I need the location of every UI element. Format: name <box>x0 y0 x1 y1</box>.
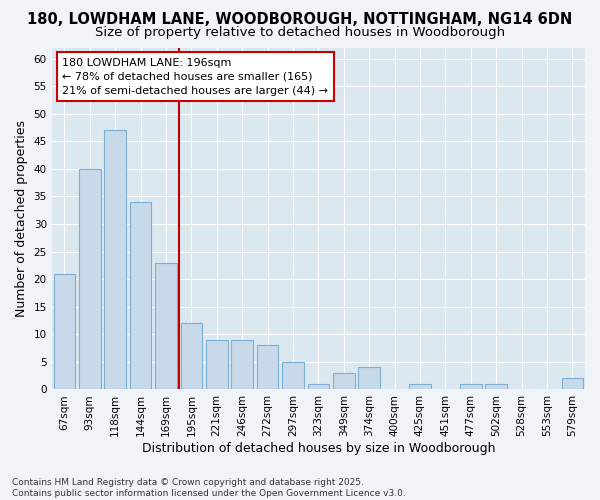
Bar <box>130 202 151 390</box>
X-axis label: Distribution of detached houses by size in Woodborough: Distribution of detached houses by size … <box>142 442 495 455</box>
Bar <box>257 346 278 390</box>
Text: 180, LOWDHAM LANE, WOODBOROUGH, NOTTINGHAM, NG14 6DN: 180, LOWDHAM LANE, WOODBOROUGH, NOTTINGH… <box>28 12 572 28</box>
Bar <box>206 340 227 390</box>
Text: Contains HM Land Registry data © Crown copyright and database right 2025.
Contai: Contains HM Land Registry data © Crown c… <box>12 478 406 498</box>
Bar <box>232 340 253 390</box>
Bar <box>155 262 177 390</box>
Bar <box>460 384 482 390</box>
Text: 180 LOWDHAM LANE: 196sqm
← 78% of detached houses are smaller (165)
21% of semi-: 180 LOWDHAM LANE: 196sqm ← 78% of detach… <box>62 58 328 96</box>
Bar <box>308 384 329 390</box>
Text: Size of property relative to detached houses in Woodborough: Size of property relative to detached ho… <box>95 26 505 39</box>
Bar <box>79 169 101 390</box>
Bar <box>409 384 431 390</box>
Bar <box>181 324 202 390</box>
Bar <box>562 378 583 390</box>
Bar <box>53 274 75 390</box>
Bar <box>333 373 355 390</box>
Bar <box>358 368 380 390</box>
Y-axis label: Number of detached properties: Number of detached properties <box>15 120 28 317</box>
Bar <box>104 130 126 390</box>
Bar <box>485 384 507 390</box>
Bar <box>282 362 304 390</box>
